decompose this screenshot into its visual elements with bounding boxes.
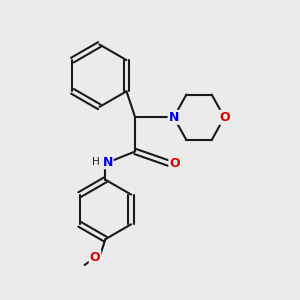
Text: N: N bbox=[169, 111, 179, 124]
Text: O: O bbox=[219, 111, 230, 124]
Text: H: H bbox=[92, 157, 100, 167]
Text: O: O bbox=[90, 251, 100, 264]
Text: O: O bbox=[169, 157, 180, 170]
Text: N: N bbox=[103, 156, 113, 169]
